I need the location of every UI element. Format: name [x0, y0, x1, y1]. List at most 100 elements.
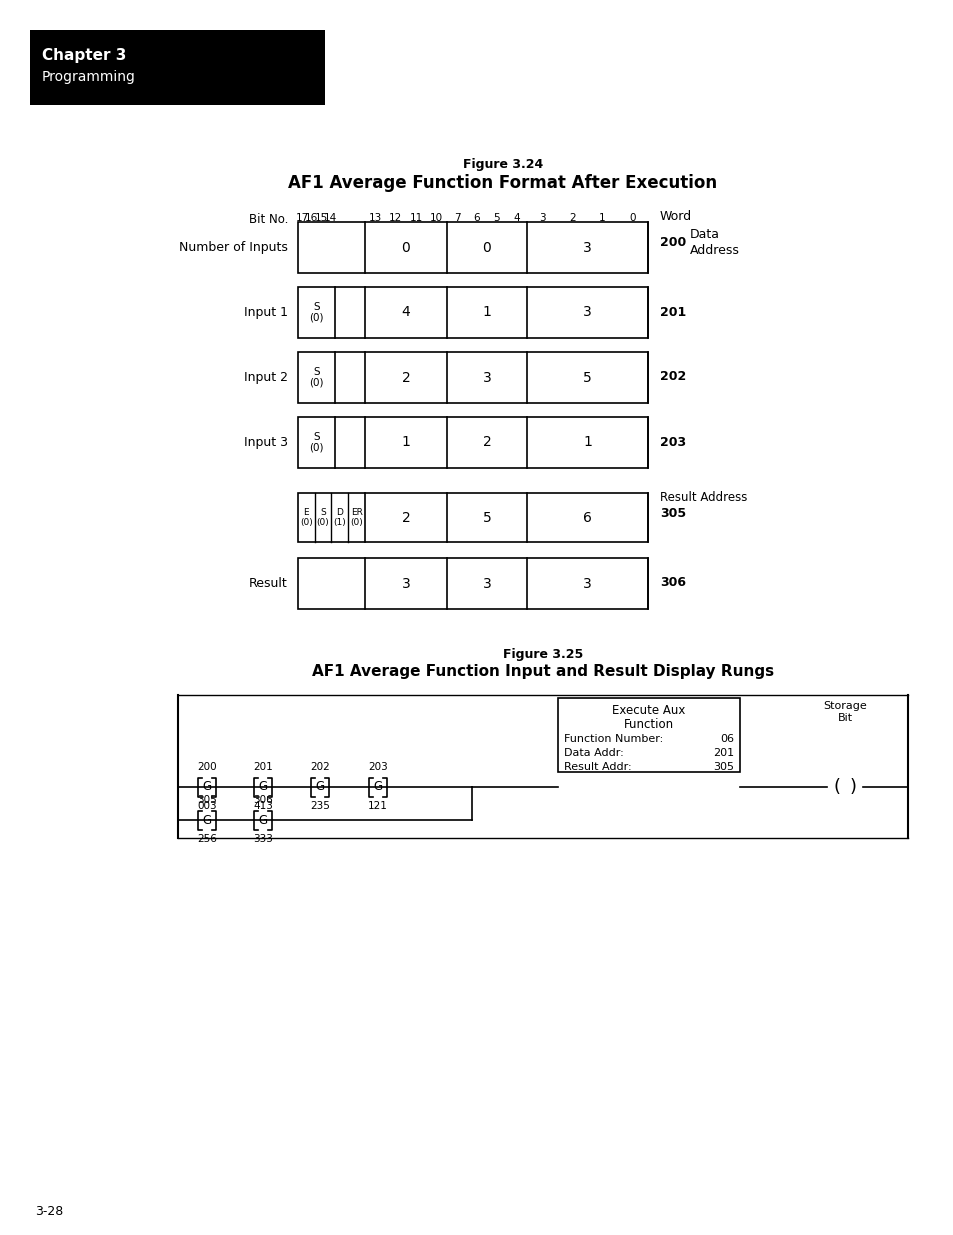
Text: S
(0): S (0): [309, 303, 323, 322]
Text: G: G: [373, 781, 382, 794]
Text: Number of Inputs: Number of Inputs: [179, 241, 288, 254]
Text: 13: 13: [368, 212, 381, 224]
Text: (: (: [833, 778, 840, 797]
Text: AF1 Average Function Input and Result Display Rungs: AF1 Average Function Input and Result Di…: [312, 664, 773, 679]
Text: 3: 3: [538, 212, 545, 224]
Text: 201: 201: [253, 762, 273, 772]
Text: Figure 3.25: Figure 3.25: [502, 648, 582, 661]
Text: 256: 256: [197, 834, 216, 844]
Text: 0: 0: [401, 241, 410, 254]
Text: 3-28: 3-28: [35, 1205, 63, 1218]
Text: 17: 17: [295, 212, 309, 224]
Text: AF1 Average Function Format After Execution: AF1 Average Function Format After Execut…: [288, 174, 717, 191]
Text: G: G: [258, 814, 267, 826]
Text: 0: 0: [482, 241, 491, 254]
Text: 2: 2: [401, 370, 410, 384]
Text: 305: 305: [712, 762, 733, 772]
Text: S
(0): S (0): [309, 367, 323, 388]
Bar: [297, 222, 647, 273]
Text: Figure 3.24: Figure 3.24: [462, 158, 542, 170]
Text: 5: 5: [493, 212, 499, 224]
Text: 0: 0: [629, 212, 636, 224]
Text: 5: 5: [582, 370, 591, 384]
Text: 16: 16: [305, 212, 318, 224]
Text: 11: 11: [409, 212, 422, 224]
Text: S
(0): S (0): [309, 432, 323, 453]
Text: G: G: [202, 781, 212, 794]
Text: G: G: [202, 814, 212, 826]
Text: 15: 15: [314, 212, 328, 224]
Text: Data
Address: Data Address: [689, 227, 740, 257]
Text: Result Addr:: Result Addr:: [563, 762, 631, 772]
Text: 305: 305: [659, 508, 685, 520]
Text: 6: 6: [474, 212, 479, 224]
Text: 4: 4: [513, 212, 519, 224]
Text: 3: 3: [582, 305, 591, 320]
Text: 235: 235: [310, 802, 330, 811]
Text: 203: 203: [659, 436, 685, 448]
Text: 3: 3: [401, 577, 410, 590]
Text: Chapter 3: Chapter 3: [42, 48, 126, 63]
Text: Data Addr:: Data Addr:: [563, 748, 623, 758]
Text: 10: 10: [430, 212, 443, 224]
Bar: [297, 558, 647, 609]
Text: 3: 3: [582, 241, 591, 254]
Bar: [297, 287, 647, 338]
Text: Bit No.: Bit No.: [249, 212, 288, 226]
Text: G: G: [258, 781, 267, 794]
Text: 3: 3: [482, 577, 491, 590]
Text: 306: 306: [659, 577, 685, 589]
Text: 121: 121: [368, 802, 388, 811]
Text: D
(1): D (1): [334, 508, 346, 527]
Text: 12: 12: [389, 212, 402, 224]
Bar: [558, 698, 740, 772]
Text: 200: 200: [659, 236, 685, 248]
Text: ER
(0): ER (0): [350, 508, 363, 527]
Text: 1: 1: [401, 436, 410, 450]
Text: 3: 3: [582, 577, 591, 590]
Text: Execute Aux: Execute Aux: [612, 704, 685, 718]
Bar: [297, 493, 647, 542]
Text: 14: 14: [323, 212, 336, 224]
Text: Function Number:: Function Number:: [563, 734, 662, 743]
Text: 003: 003: [197, 802, 216, 811]
Text: S
(0): S (0): [316, 508, 329, 527]
Text: 201: 201: [712, 748, 733, 758]
Text: Result Address: Result Address: [659, 492, 746, 504]
Text: 4: 4: [401, 305, 410, 320]
Bar: [297, 417, 647, 468]
Text: Input 2: Input 2: [244, 370, 288, 384]
Text: 201: 201: [659, 305, 685, 319]
Text: 413: 413: [253, 802, 273, 811]
Text: 3: 3: [482, 370, 491, 384]
Text: Programming: Programming: [42, 70, 135, 84]
Text: Word: Word: [659, 210, 691, 224]
Text: E
(0): E (0): [299, 508, 313, 527]
Text: 202: 202: [310, 762, 330, 772]
Bar: [297, 352, 647, 403]
Text: 6: 6: [582, 510, 591, 525]
Text: 1: 1: [598, 212, 605, 224]
Text: 5: 5: [482, 510, 491, 525]
Text: 306: 306: [253, 795, 273, 805]
Text: Storage
Bit: Storage Bit: [822, 701, 866, 724]
Text: 200: 200: [197, 762, 216, 772]
Text: Result: Result: [249, 577, 288, 590]
Text: 06: 06: [720, 734, 733, 743]
Text: 2: 2: [401, 510, 410, 525]
Text: Input 1: Input 1: [244, 306, 288, 319]
Text: 333: 333: [253, 834, 273, 844]
Bar: [30, 30, 325, 105]
Text: 1: 1: [582, 436, 591, 450]
Text: 305: 305: [197, 795, 216, 805]
Text: ): ): [848, 778, 856, 797]
Text: 2: 2: [482, 436, 491, 450]
Text: Input 3: Input 3: [244, 436, 288, 450]
Text: Function: Function: [623, 718, 674, 731]
Text: G: G: [315, 781, 324, 794]
Text: 203: 203: [368, 762, 388, 772]
Text: 1: 1: [482, 305, 491, 320]
Text: 202: 202: [659, 370, 685, 384]
Text: 7: 7: [454, 212, 460, 224]
Text: 2: 2: [569, 212, 575, 224]
